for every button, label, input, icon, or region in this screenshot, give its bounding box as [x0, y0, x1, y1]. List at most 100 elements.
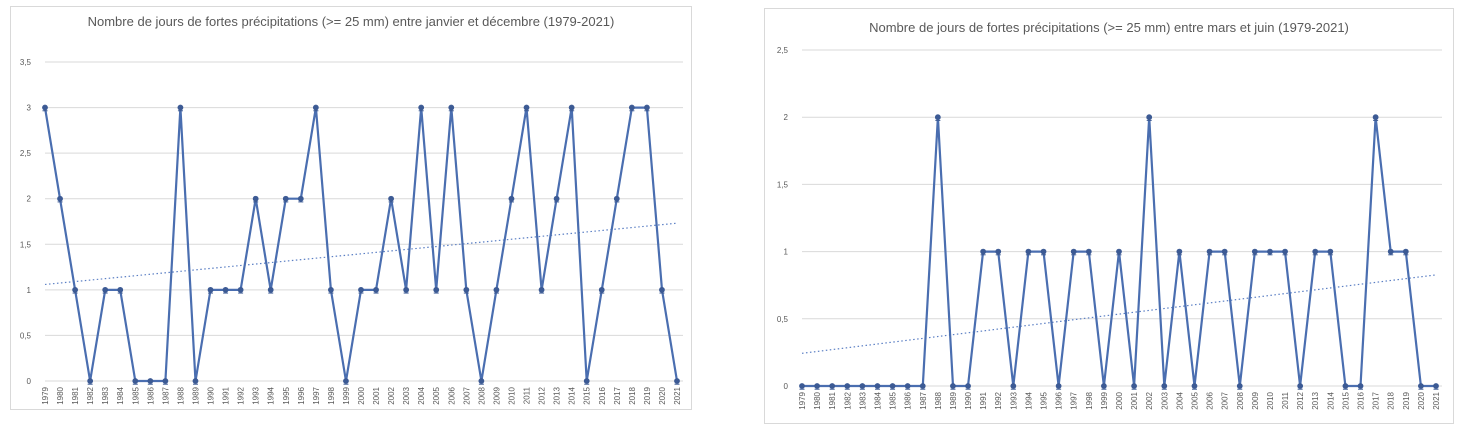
data-point	[493, 286, 500, 293]
data-point	[147, 378, 154, 384]
y-tick-label: 1	[784, 248, 789, 257]
x-tick-label: 2012	[1296, 391, 1305, 409]
data-point	[1055, 383, 1062, 389]
x-tick-label: 1996	[1055, 391, 1064, 409]
y-tick-label: 2,5	[777, 46, 789, 55]
x-tick-label: 2005	[432, 386, 441, 404]
data-point	[1342, 383, 1349, 389]
x-tick-label: 2001	[372, 386, 381, 404]
data-point	[934, 114, 941, 121]
x-tick-label: 1989	[949, 391, 958, 409]
data-point	[644, 104, 650, 111]
data-point	[1040, 248, 1047, 255]
y-tick-label: 1	[27, 286, 32, 295]
x-tick-label: 2021	[1432, 391, 1441, 409]
chart-title: Nombre de jours de fortes précipitations…	[869, 20, 1349, 35]
data-point	[1327, 248, 1334, 255]
x-tick-label: 1990	[964, 391, 973, 409]
chart-title: Nombre de jours de fortes précipitations…	[87, 14, 615, 29]
x-tick-label: 1982	[86, 386, 95, 404]
data-point	[508, 195, 515, 202]
data-point	[418, 104, 425, 111]
chart-panel-annual: Nombre de jours de fortes précipitations…	[10, 6, 692, 410]
data-point	[1085, 248, 1092, 255]
x-tick-label: 1979	[798, 391, 807, 409]
x-tick-label: 1997	[1070, 391, 1079, 409]
data-point	[328, 286, 334, 293]
data-point	[1372, 114, 1379, 121]
x-tick-label: 2018	[1387, 391, 1396, 409]
x-tick-label: 2008	[477, 386, 486, 404]
x-tick-label: 2020	[1417, 391, 1426, 409]
data-point	[1025, 248, 1032, 255]
data-point	[1297, 383, 1304, 389]
x-tick-label: 2003	[402, 386, 411, 404]
x-tick-label: 2007	[1221, 391, 1230, 409]
data-point	[1267, 248, 1273, 255]
x-tick-label: 2019	[643, 386, 652, 404]
x-tick-label: 1985	[131, 386, 140, 404]
y-tick-label: 3,5	[20, 58, 32, 67]
data-point	[358, 286, 364, 293]
data-point	[1236, 383, 1243, 389]
x-tick-label: 1987	[919, 391, 928, 409]
x-tick-label: 1992	[237, 386, 246, 404]
data-point	[222, 286, 229, 293]
data-point	[523, 104, 530, 111]
x-tick-label: 2019	[1402, 391, 1411, 409]
x-tick-label: 1986	[146, 386, 155, 404]
x-tick-label: 2003	[1160, 391, 1169, 409]
chart-panel-march-june: Nombre de jours de fortes précipitations…	[764, 8, 1454, 424]
x-tick-label: 2012	[538, 386, 547, 404]
data-point	[1312, 248, 1319, 255]
data-point	[1357, 383, 1364, 389]
x-tick-label: 1986	[904, 391, 913, 409]
x-tick-label: 2006	[1206, 391, 1215, 409]
data-point	[1206, 248, 1213, 255]
data-point	[72, 286, 78, 293]
y-tick-label: 0	[27, 377, 32, 386]
data-point	[1176, 248, 1183, 255]
data-point	[1251, 248, 1258, 255]
data-point	[463, 286, 470, 293]
x-tick-label: 2006	[447, 386, 456, 404]
x-tick-label: 2018	[628, 386, 637, 404]
x-tick-label: 1980	[56, 386, 65, 404]
data-point	[252, 195, 259, 202]
x-tick-label: 1998	[1085, 391, 1094, 409]
x-tick-label: 1998	[327, 386, 336, 404]
data-point	[1010, 383, 1017, 389]
y-tick-label: 3	[27, 104, 32, 113]
x-tick-label: 2002	[1145, 391, 1154, 409]
x-tick-label: 1999	[1100, 391, 1109, 409]
line-chart-march-june: 0 0,5 1 1,5 2 2,5 1979 1980 1981 1982 1983 1984 1985…	[777, 46, 1442, 410]
x-tick-label: 2015	[1341, 391, 1350, 409]
data-point	[373, 286, 379, 293]
data-point	[995, 248, 1002, 255]
data-point	[859, 383, 866, 389]
data-point	[312, 104, 319, 111]
data-point	[1387, 248, 1394, 255]
data-point	[613, 195, 620, 202]
line-chart-annual: 0 0,5 1 1,5 2 2,5 3 3,5 1979 1980 1981 1982 1983 1984…	[20, 58, 683, 405]
data-point	[162, 378, 169, 384]
data-point	[117, 286, 124, 293]
y-tick-label: 1,5	[777, 180, 789, 189]
y-tick-label: 2	[27, 195, 32, 204]
x-tick-label: 1979	[41, 386, 50, 404]
x-tick-label: 1997	[312, 386, 321, 404]
x-tick-label: 2013	[553, 386, 562, 404]
data-point	[1402, 248, 1409, 255]
x-tick-label: 2013	[1311, 391, 1320, 409]
x-tick-label: 2020	[658, 386, 667, 404]
data-point	[237, 286, 244, 293]
data-point	[448, 104, 455, 111]
data-point	[1146, 114, 1153, 121]
x-tick-label: 2002	[387, 386, 396, 404]
data-point	[874, 383, 881, 389]
x-tick-label: 2016	[1357, 391, 1366, 409]
x-tick-label: 1991	[222, 386, 231, 404]
x-tick-label: 1980	[813, 391, 822, 409]
x-tick-label: 2014	[1326, 391, 1335, 409]
x-tick-label: 1983	[101, 386, 110, 404]
